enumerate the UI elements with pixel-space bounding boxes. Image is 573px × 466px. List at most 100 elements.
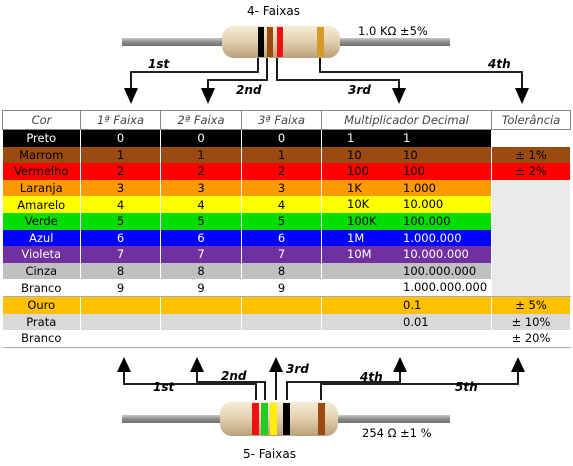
top-arrow-label-4th: 4th xyxy=(488,57,511,71)
top-resistor-spec: 1.0 KΩ ±5% xyxy=(358,24,428,38)
band-1-cell xyxy=(80,313,161,331)
multiplier-cell: 0.1 xyxy=(321,296,492,314)
bottom-arrow-label-4th: 4th xyxy=(360,370,383,384)
bottom-arrow-label-1st: 1st xyxy=(153,380,175,394)
top-arrow-3rd-line xyxy=(276,58,400,88)
band-3-cell: 2 xyxy=(241,163,322,180)
top-arrow-2nd-line xyxy=(207,58,268,88)
band-3-cell xyxy=(241,296,322,314)
multiplier-cell xyxy=(321,330,492,348)
band-1-cell xyxy=(80,330,161,348)
table-row: Preto 0 0 0 1 1 xyxy=(2,129,571,147)
band-3-cell: 6 xyxy=(241,229,322,247)
tolerance-cell: ± 1% xyxy=(491,146,571,164)
table-row: Laranja 3 3 3 1K 1.000 xyxy=(2,179,571,197)
band-2-cell: 8 xyxy=(160,262,242,280)
top-resistor-graphic xyxy=(122,26,529,104)
band-1-cell: 8 xyxy=(80,262,161,280)
table-header-row: Cor 1ª Faixa 2ª Faixa 3ª Faixa Multiplic… xyxy=(2,110,571,130)
bottom-arrowhead-1st xyxy=(117,357,131,372)
multiplier-value: 1 xyxy=(403,131,411,145)
table-row: Violeta 7 7 7 10M 10.000.000 xyxy=(2,246,571,263)
color-name-cell: Branco xyxy=(2,279,81,297)
table-row: Branco ± 20% xyxy=(2,330,571,348)
bottom-arrow-label-5th: 5th xyxy=(455,380,478,394)
multiplier-value: 1.000.000 xyxy=(403,230,462,245)
multiplier-value: 100.000 xyxy=(403,213,451,228)
band-1-cell: 9 xyxy=(80,279,161,297)
band-1-cell: 7 xyxy=(80,246,161,263)
color-name-cell: Azul xyxy=(2,229,81,247)
band-2-cell: 9 xyxy=(160,279,242,297)
bottom-band-brown xyxy=(318,403,325,435)
bottom-band-yellow xyxy=(270,403,277,435)
band-2-cell: 4 xyxy=(160,196,242,213)
multiplier-value: 10.000.000 xyxy=(403,247,469,262)
top-resistor-title: 4- Faixas xyxy=(247,4,300,18)
band-1-cell: 3 xyxy=(80,179,161,197)
bottom-arrowhead-3rd xyxy=(269,357,283,372)
header-tolerance: Tolerância xyxy=(491,110,571,130)
multiplier-cell: 1K 1.000 xyxy=(321,179,492,197)
bottom-arrow-5th-line xyxy=(320,370,519,400)
table-body: Preto 0 0 0 1 1 Marrom 1 1 1 10 10 ± 1% Vermelho 2 2 2 10… xyxy=(2,129,571,348)
top-band-brown xyxy=(267,27,273,57)
top-arrow-4th-line xyxy=(319,58,523,88)
multiplier-value: 100.000.000 xyxy=(403,263,477,278)
table-row: Marrom 1 1 1 10 10 ± 1% xyxy=(2,146,571,164)
multiplier-symbol: 10K xyxy=(347,197,370,212)
color-name-cell: Violeta xyxy=(2,246,81,263)
top-band-red xyxy=(277,27,283,57)
band-3-cell: 0 xyxy=(241,129,322,147)
color-code-table: Cor 1ª Faixa 2ª Faixa 3ª Faixa Multiplic… xyxy=(2,110,571,348)
band-3-cell xyxy=(241,313,322,331)
multiplier-value: 10.000 xyxy=(403,197,444,212)
band-3-cell: 8 xyxy=(241,262,322,280)
multiplier-cell: 100 100 xyxy=(321,163,492,180)
multiplier-cell: 100K 100.000 xyxy=(321,212,492,230)
color-name-cell: Verde xyxy=(2,212,81,230)
band-3-cell: 4 xyxy=(241,196,322,213)
band-2-cell xyxy=(160,330,242,348)
top-arrowhead-2nd xyxy=(201,88,215,104)
band-2-cell: 5 xyxy=(160,212,242,230)
band-2-cell: 0 xyxy=(160,129,242,147)
table-row: Cinza 8 8 8 100.000.000 xyxy=(2,262,571,280)
band-3-cell: 3 xyxy=(241,179,322,197)
multiplier-value: 1.000 xyxy=(403,180,436,195)
band-3-cell: 7 xyxy=(241,246,322,263)
bottom-arrow-4th-line xyxy=(286,370,401,400)
band-1-cell: 6 xyxy=(80,229,161,247)
table-row: Azul 6 6 6 1M 1.000.000 xyxy=(2,229,571,247)
tolerance-cell xyxy=(491,279,571,297)
header-band-1: 1ª Faixa xyxy=(80,110,161,130)
multiplier-value: 0.01 xyxy=(403,314,429,329)
band-1-cell: 5 xyxy=(80,212,161,230)
tolerance-cell xyxy=(491,196,571,213)
multiplier-cell: 1.000.000.000 xyxy=(321,279,492,297)
tolerance-cell: ± 10% xyxy=(491,313,571,331)
top-arrow-label-2nd: 2nd xyxy=(236,83,262,97)
top-band-black xyxy=(258,27,264,57)
multiplier-cell: 10M 10.000.000 xyxy=(321,246,492,263)
bottom-resistor-spec: 254 Ω ±1 % xyxy=(362,426,432,440)
multiplier-symbol: 1M xyxy=(347,230,365,245)
bottom-arrow-label-2nd: 2nd xyxy=(221,369,247,383)
header-band-3: 3ª Faixa xyxy=(241,110,322,130)
multiplier-symbol: 100 xyxy=(347,164,369,179)
bottom-arrow-2nd-line xyxy=(196,370,266,400)
tolerance-cell: ± 5% xyxy=(491,296,571,314)
band-2-cell: 3 xyxy=(160,179,242,197)
color-name-cell: Preto xyxy=(2,129,81,147)
band-3-cell: 9 xyxy=(241,279,322,297)
band-2-cell: 6 xyxy=(160,229,242,247)
table-row: Amarelo 4 4 4 10K 10.000 xyxy=(2,196,571,213)
color-name-cell: Laranja xyxy=(2,179,81,197)
band-3-cell xyxy=(241,330,322,348)
top-arrowhead-3rd xyxy=(392,88,406,104)
multiplier-symbol: 1K xyxy=(347,180,362,195)
multiplier-value: 100 xyxy=(403,164,425,179)
multiplier-value: 10 xyxy=(403,147,418,162)
bottom-arrow-label-3rd: 3rd xyxy=(286,362,309,376)
